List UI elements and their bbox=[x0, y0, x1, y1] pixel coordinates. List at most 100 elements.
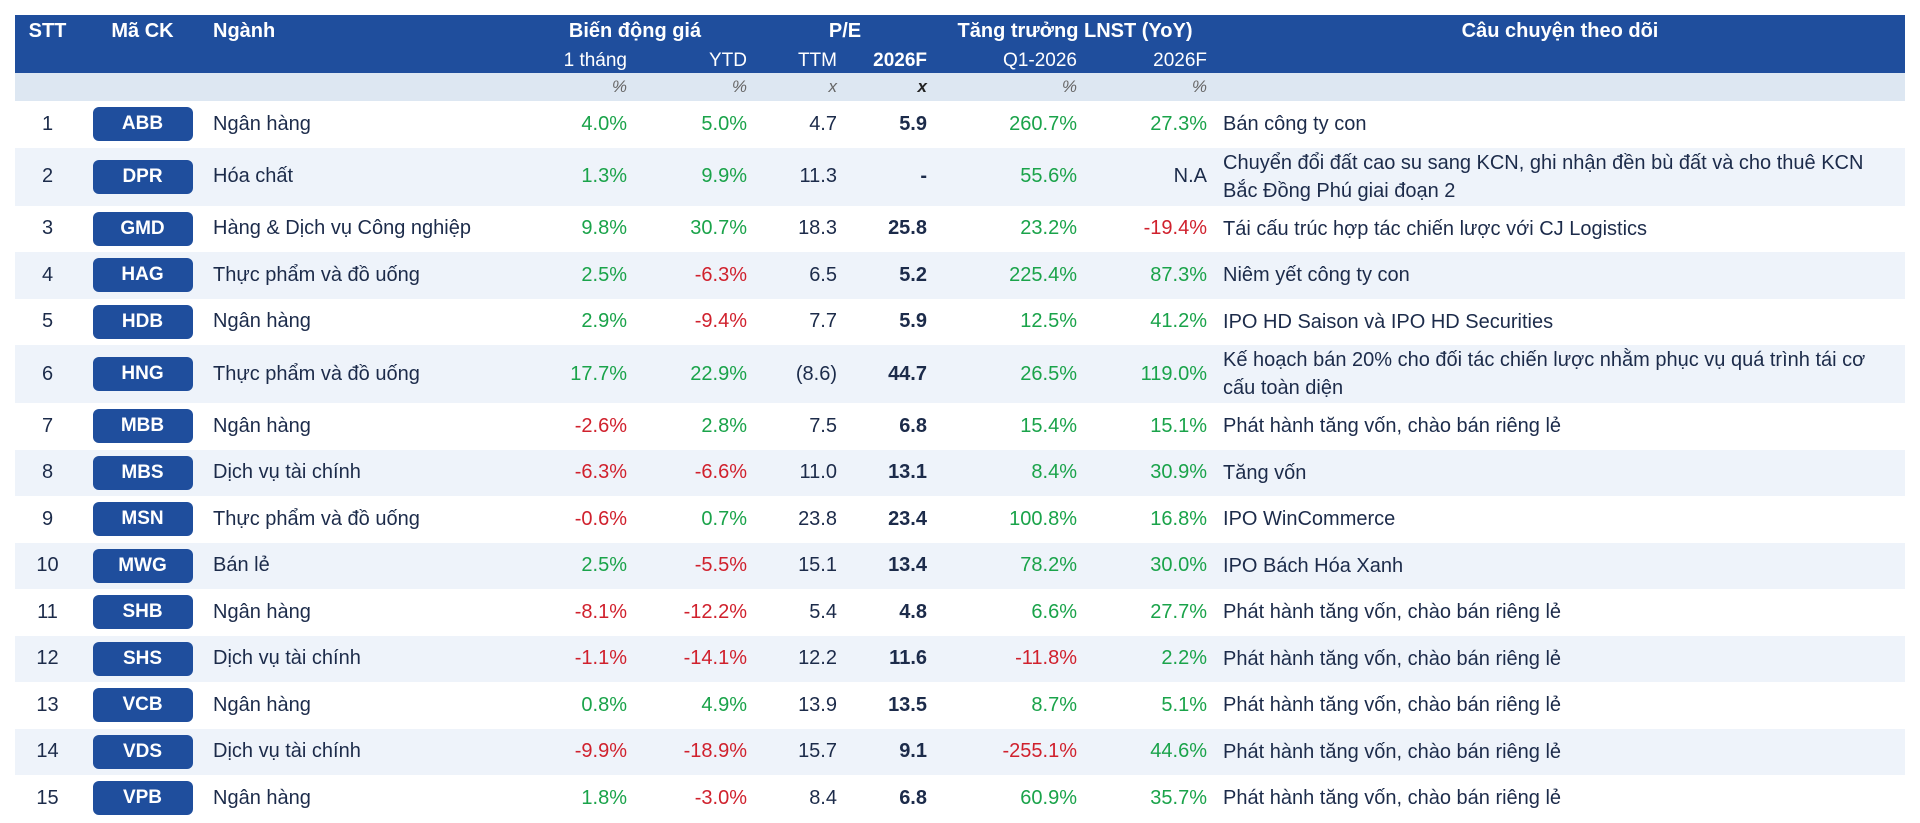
cell-stt: 13 bbox=[36, 693, 59, 716]
cell-story: Tái cấu trúc hợp tác chiến lược với CJ L… bbox=[1223, 217, 1648, 240]
cell-growth-q1-2026: 55.6% bbox=[935, 147, 1085, 206]
cell-ytd: -14.1% bbox=[635, 635, 755, 682]
cell-sector: Ngân hàng bbox=[213, 600, 311, 623]
cell-pe-ttm: 11.0 bbox=[755, 449, 845, 496]
cell-growth-2026f: 87.3% bbox=[1085, 252, 1216, 299]
table-row: 12 SHS Dịch vụ tài chính -1.1% -14.1% 12.2 11.… bbox=[15, 635, 1906, 682]
cell-pe-ttm: 13.9 bbox=[798, 693, 837, 716]
cell-stt: 7 bbox=[41, 414, 54, 437]
cell-ticker: GMD bbox=[80, 206, 205, 253]
cell-story: Niêm yết công ty con bbox=[1215, 252, 1906, 299]
cell-ticker: HNG bbox=[80, 345, 205, 403]
header-sub-ttm: TTM bbox=[755, 48, 845, 73]
ticker-badge: VDS bbox=[92, 734, 193, 769]
header-price-change: Biến động giá bbox=[515, 15, 755, 48]
cell-stt: 15 bbox=[36, 786, 59, 809]
cell-sector: Ngân hàng bbox=[213, 310, 311, 333]
cell-ytd: -9.4% bbox=[694, 310, 747, 333]
cell-1month: 1.8% bbox=[581, 786, 627, 809]
cell-ticker: MSN bbox=[80, 496, 205, 543]
header-unit-ytd: % bbox=[635, 73, 755, 101]
cell-stt: 12 bbox=[15, 635, 80, 682]
cell-pe-ttm: 11.3 bbox=[755, 147, 845, 206]
cell-pe-2026f: 6.8 bbox=[899, 414, 927, 437]
table-body: 1 ABB Ngân hàng 4.0% 5.0% 4.7 5.9 260.7% 27.3% Bá… bbox=[15, 101, 1906, 822]
ticker-badge: ABB bbox=[92, 107, 193, 142]
cell-growth-q1-2026: 12.5% bbox=[1020, 310, 1077, 333]
cell-story: Kế hoạch bán 20% cho đối tác chiến lược … bbox=[1215, 345, 1906, 403]
ticker-badge: GMD bbox=[92, 211, 193, 246]
cell-pe-ttm: 8.4 bbox=[809, 786, 837, 809]
header-unit-growth-2026f: % bbox=[1085, 73, 1216, 101]
cell-pe-2026f: 13.5 bbox=[888, 693, 927, 716]
cell-growth-2026f: N.A bbox=[1085, 147, 1216, 206]
cell-sector: Hóa chất bbox=[205, 147, 515, 206]
ticker-badge: MBS bbox=[92, 455, 193, 490]
cell-sector: Dịch vụ tài chính bbox=[205, 449, 515, 496]
cell-sector: Thực phẩm và đồ uống bbox=[213, 507, 420, 530]
cell-pe-2026f: 9.1 bbox=[845, 728, 935, 775]
cell-growth-q1-2026: 260.7% bbox=[1009, 112, 1077, 135]
cell-sector: Bán lẻ bbox=[205, 542, 515, 589]
header-unit-pe-2026f: x bbox=[845, 73, 935, 101]
cell-ticker: SHS bbox=[80, 635, 205, 682]
stock-watch-table-container: STT Mã CK Ngành Biến động giá P/E Tăng t… bbox=[15, 15, 1906, 822]
cell-growth-q1-2026: 15.4% bbox=[1020, 414, 1077, 437]
cell-sector: Ngân hàng bbox=[213, 112, 311, 135]
cell-growth-q1-2026: -11.8% bbox=[935, 635, 1085, 682]
cell-pe-2026f: 6.8 bbox=[899, 786, 927, 809]
cell-stt: 8 bbox=[15, 449, 80, 496]
cell-pe-ttm: (8.6) bbox=[755, 345, 845, 403]
cell-stt: 5 bbox=[41, 310, 54, 333]
header-story: Câu chuyện theo dõi bbox=[1215, 15, 1906, 48]
table-row: 11 SHB Ngân hàng -8.1% -12.2% 5.4 4.8 6.6% 27.7%… bbox=[15, 589, 1905, 636]
cell-ticker: VCB bbox=[80, 682, 205, 729]
cell-ticker: MBS bbox=[80, 449, 205, 496]
header-sub-empty bbox=[80, 48, 205, 73]
header-unit-empty bbox=[205, 73, 515, 101]
cell-story: Phát hành tăng vốn, chào bán riêng lẻ bbox=[1215, 728, 1906, 775]
cell-growth-q1-2026: 8.4% bbox=[935, 449, 1085, 496]
cell-1month: -0.6% bbox=[574, 507, 627, 530]
table-row: 6 HNG Thực phẩm và đồ uống 17.7% 22.9% (8.6) 4… bbox=[15, 345, 1906, 403]
cell-sector: Ngân hàng bbox=[213, 414, 311, 437]
cell-growth-2026f: 27.7% bbox=[1150, 600, 1208, 623]
cell-ticker: HAG bbox=[80, 252, 205, 299]
cell-growth-q1-2026: 60.9% bbox=[1020, 786, 1077, 809]
table-row: 9 MSN Thực phẩm và đồ uống -0.6% 0.7% 23.8 23.… bbox=[15, 496, 1905, 543]
cell-growth-2026f: 5.1% bbox=[1161, 693, 1208, 716]
cell-ticker: DPR bbox=[80, 147, 205, 206]
cell-sector: Thực phẩm và đồ uống bbox=[205, 252, 515, 299]
cell-pe-ttm: 7.7 bbox=[809, 310, 837, 333]
cell-growth-2026f: 44.6% bbox=[1085, 728, 1216, 775]
cell-story: IPO WinCommerce bbox=[1223, 508, 1396, 531]
header-sub-empty bbox=[1215, 48, 1906, 73]
cell-story: Bán công ty con bbox=[1223, 113, 1367, 136]
ticker-badge: HNG bbox=[92, 357, 193, 391]
cell-growth-2026f: 41.2% bbox=[1150, 310, 1208, 333]
cell-pe-ttm: 4.7 bbox=[809, 112, 837, 135]
header-unit-ttm: x bbox=[755, 73, 845, 101]
cell-story: Phát hành tăng vốn, chào bán riêng lẻ bbox=[1223, 601, 1562, 624]
header-unit-empty bbox=[15, 73, 80, 101]
cell-pe-2026f: 23.4 bbox=[888, 507, 927, 530]
cell-ytd: -6.6% bbox=[635, 449, 755, 496]
cell-growth-q1-2026: 6.6% bbox=[1031, 600, 1077, 623]
table-row: 14 VDS Dịch vụ tài chính -9.9% -18.9% 15.7 9.1… bbox=[15, 728, 1906, 775]
cell-ytd: -6.3% bbox=[635, 252, 755, 299]
cell-sector: Dịch vụ tài chính bbox=[205, 635, 515, 682]
cell-1month: -8.1% bbox=[574, 600, 627, 623]
cell-growth-2026f: 119.0% bbox=[1085, 345, 1216, 403]
stock-watch-table: STT Mã CK Ngành Biến động giá P/E Tăng t… bbox=[15, 15, 1906, 822]
header-row-main: STT Mã CK Ngành Biến động giá P/E Tăng t… bbox=[15, 15, 1906, 48]
cell-1month: 1.3% bbox=[515, 147, 635, 206]
cell-1month: -1.1% bbox=[515, 635, 635, 682]
table-row: 5 HDB Ngân hàng 2.9% -9.4% 7.7 5.9 12.5% 41.2% IP… bbox=[15, 299, 1905, 346]
ticker-badge: VCB bbox=[92, 688, 193, 723]
cell-ticker: ABB bbox=[80, 101, 205, 148]
cell-story: Phát hành tăng vốn, chào bán riêng lẻ bbox=[1223, 694, 1562, 717]
cell-1month: -9.9% bbox=[515, 728, 635, 775]
table-row: 15 VPB Ngân hàng 1.8% -3.0% 8.4 6.8 60.9% 35.7% P… bbox=[15, 775, 1905, 822]
table-header: STT Mã CK Ngành Biến động giá P/E Tăng t… bbox=[15, 15, 1906, 101]
cell-ytd: 2.8% bbox=[701, 414, 747, 437]
